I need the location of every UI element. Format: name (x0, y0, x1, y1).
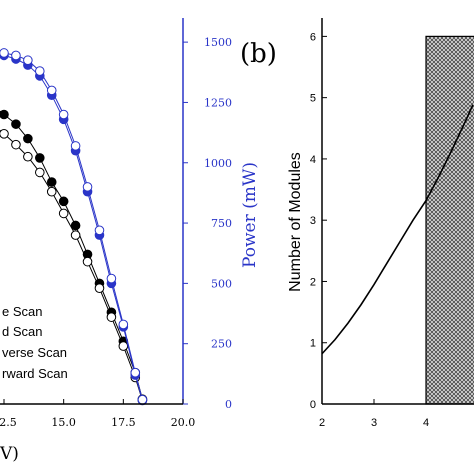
legend-entry-3: verse Scan (2, 345, 67, 360)
panel-a-point-current-forward-6 (11, 139, 21, 150)
panel-a-point-power-forward-15 (118, 319, 129, 330)
panel-b-label: (b) (240, 39, 277, 69)
panel-a-point-power-forward-13 (94, 225, 105, 236)
panel-a-point-current-reverse-8 (35, 153, 45, 163)
panel-b-plot-area (321, 35, 474, 405)
panel-a-point-current-forward-11 (70, 230, 81, 240)
panel-a-point-power-forward-8 (35, 66, 45, 76)
panel-a-right-tick-label-2: 500 (211, 277, 232, 290)
panel-a-point-current-reverse-11 (70, 220, 81, 231)
panel-a-point-power-forward-11 (70, 141, 81, 151)
panel-b-y-axis-label: Number of Modules (287, 152, 304, 292)
panel-a-legend: e Scan d Scan verse Scan rward Scan (2, 304, 68, 381)
panel-a-x-tick-label-3: 20.0 (171, 416, 196, 429)
panel-a-point-current-forward-12 (82, 256, 93, 267)
panel-a-point-power-forward-10 (58, 109, 69, 120)
panel-a-point-power-forward-9 (46, 85, 57, 96)
panel-a-x-tick-label-2: 17.5 (111, 416, 136, 429)
panel-a-point-current-forward-8 (35, 167, 45, 178)
panel-a-point-current-forward-7 (23, 151, 33, 162)
panel-a-right-axis-label: Power (mW) (240, 162, 260, 268)
panel-a-point-power-forward-6 (11, 50, 21, 61)
panel-a-point-current-reverse-7 (23, 133, 33, 144)
panel-a-point-current-forward-9 (46, 186, 57, 197)
panel-a-point-current-forward-13 (94, 283, 105, 294)
panel-a-point-current-reverse-5 (0, 109, 9, 120)
panel-a-right-ticks: 0 250 500 750 1000 1250 1500 (183, 36, 232, 411)
panel-a-series-line-power-reverse (0, 54, 143, 401)
panel-a-point-current-forward-15 (118, 341, 129, 351)
panel-a-plot-area (0, 48, 148, 406)
panel-a-series-line-current-forward (0, 129, 143, 401)
panel-b-x-tick-label-1: 3 (371, 417, 377, 429)
panel-a-point-power-forward-5 (0, 48, 9, 58)
panel-b-x-tick-label-2: 4 (423, 417, 429, 429)
panel-a-series-line-power-forward (0, 52, 143, 400)
panel-a-point-current-forward-14 (106, 312, 117, 322)
panel-a-point-power-forward-17 (137, 394, 148, 405)
panel-a-right-tick-label-5: 1250 (204, 96, 232, 109)
panel-b-curve (321, 104, 474, 355)
panel-b-y-tick-label-1: 1 (310, 338, 316, 350)
panel-a-x-ticks: 2.5 15.0 17.5 20.0 (0, 399, 195, 429)
panel-a-right-tick-label-1: 250 (211, 338, 232, 351)
panel-b-y-tick-label-5: 5 (310, 93, 316, 105)
panel-b-y-tick-label-2: 2 (310, 276, 316, 288)
panel-a-point-current-forward-5 (0, 129, 9, 139)
legend-entry-2: d Scan (2, 324, 42, 339)
legend-entry-4: rward Scan (2, 366, 68, 381)
panel-a-x-tick-label-1: 15.0 (51, 416, 76, 429)
panel-a-point-current-reverse-9 (46, 177, 57, 187)
panel-b-x-ticks: 2 3 4 (319, 399, 429, 429)
panel-a-right-tick-label-3: 750 (211, 217, 232, 230)
panel-a-point-current-reverse-10 (58, 196, 69, 207)
panel-b-x-tick-label-0: 2 (319, 417, 325, 429)
panel-a-x-axis-label: V) (0, 444, 19, 464)
panel-a-right-tick-label-4: 1000 (204, 157, 232, 170)
panel-b-bar (425, 35, 474, 405)
panel-a-right-tick-label-6: 1500 (204, 36, 232, 49)
panel-a-point-power-forward-14 (106, 273, 117, 284)
panel-a-right-tick-label-0: 0 (225, 398, 232, 411)
legend-entry-1: e Scan (2, 304, 42, 319)
panel-b-y-tick-label-6: 6 (310, 31, 316, 43)
panel-b: (b) Number of Modules 2 3 4 0 1 2 3 4 5 6 (240, 18, 474, 429)
panel-a-point-current-reverse-6 (11, 119, 21, 129)
panel-a-point-power-forward-7 (23, 55, 33, 66)
panel-a-point-power-forward-12 (82, 182, 93, 192)
panel-b-y-tick-label-4: 4 (310, 154, 316, 166)
panel-a-point-current-forward-10 (58, 208, 69, 219)
panel-b-y-ticks: 0 1 2 3 4 5 6 (310, 31, 327, 411)
panel-a-x-tick-label-0: 2.5 (0, 416, 17, 429)
panel-b-y-tick-label-0: 0 (310, 399, 316, 411)
panel-a: 2.5 15.0 17.5 20.0 0 250 500 750 1000 1250 1500 V… (0, 18, 260, 464)
panel-b-y-tick-label-3: 3 (310, 215, 316, 227)
panel-a-point-power-forward-16 (130, 367, 141, 378)
